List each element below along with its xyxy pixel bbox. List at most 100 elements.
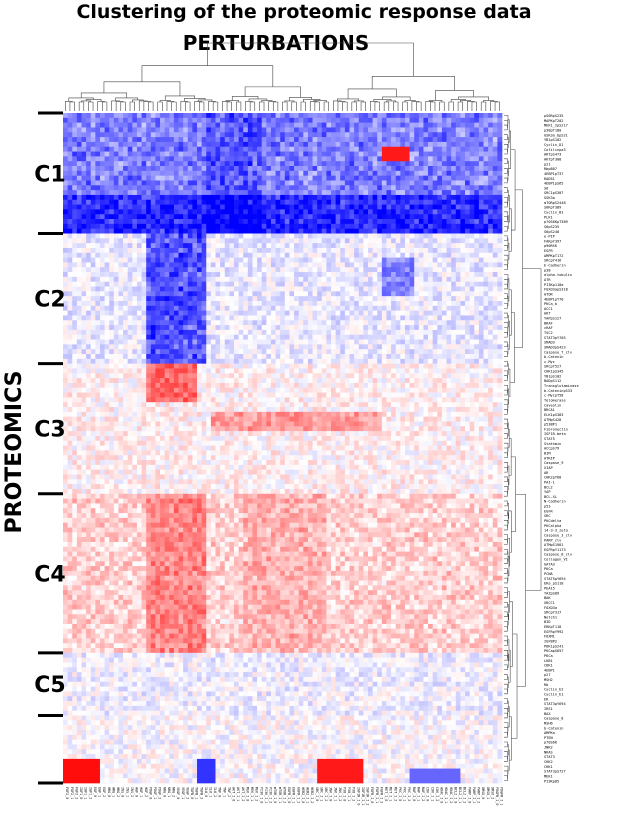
- heatmap-cell: [289, 262, 295, 268]
- heatmap-cell: [90, 262, 96, 268]
- heatmap-cell: [257, 305, 263, 311]
- heatmap-cell: [173, 281, 179, 287]
- heatmap-cell: [409, 122, 415, 128]
- heatmap-cell: [136, 315, 142, 321]
- heatmap-cell: [113, 166, 119, 172]
- heatmap-cell: [349, 291, 355, 297]
- heatmap-cell: [104, 199, 110, 205]
- heatmap-cell: [136, 113, 142, 119]
- heatmap-cell: [95, 161, 101, 167]
- heatmap-cell: [109, 141, 115, 148]
- heatmap-cell: [206, 228, 212, 234]
- heatmap-cell: [303, 117, 309, 123]
- heatmap-cell: [257, 175, 263, 181]
- heatmap-cell: [224, 180, 230, 186]
- heatmap-cell: [469, 219, 475, 225]
- heatmap-cell: [210, 300, 216, 307]
- heatmap-cell: [187, 344, 193, 350]
- heatmap-cell: [183, 194, 189, 201]
- heatmap-cell: [321, 233, 327, 239]
- heatmap-cell: [437, 127, 443, 133]
- heatmap-cell: [354, 214, 360, 220]
- dendrogram-branch: [504, 688, 508, 695]
- heatmap-cell: [229, 252, 235, 258]
- heatmap-cell: [72, 315, 78, 321]
- heatmap-cell: [294, 122, 300, 128]
- heatmap-cell: [197, 161, 202, 167]
- heatmap-cell: [294, 325, 300, 331]
- heatmap-cell: [183, 281, 189, 287]
- heatmap-cell: [220, 291, 226, 297]
- heatmap-cell: [90, 291, 96, 297]
- heatmap-cell: [349, 349, 355, 355]
- heatmap-cell: [488, 339, 494, 345]
- heatmap-cell: [266, 151, 272, 157]
- heatmap-cell: [247, 281, 253, 287]
- heatmap-cell: [451, 305, 457, 311]
- heatmap-cell: [266, 281, 272, 287]
- heatmap-cell: [298, 349, 304, 355]
- heatmap-cell: [372, 344, 378, 350]
- heatmap-cell: [381, 305, 387, 311]
- dendrogram-branch: [504, 727, 509, 736]
- heatmap-cell: [488, 252, 494, 258]
- heatmap-cell: [298, 238, 304, 244]
- heatmap-cell: [307, 219, 313, 225]
- heatmap-cell: [224, 247, 230, 254]
- heatmap-cell: [113, 151, 119, 157]
- heatmap-cell: [238, 151, 244, 157]
- heatmap-cell: [289, 257, 295, 263]
- heatmap-cell: [67, 132, 73, 138]
- heatmap-cell: [280, 238, 286, 244]
- heatmap-cell: [437, 300, 443, 307]
- heatmap-cell: [275, 305, 281, 311]
- heatmap-cell: [497, 204, 503, 210]
- heatmap-cell: [104, 209, 110, 215]
- heatmap-cell: [483, 339, 489, 345]
- heatmap-cell: [349, 209, 355, 215]
- heatmap-cell: [109, 349, 115, 355]
- heatmap-cell: [349, 339, 355, 345]
- heatmap-cell: [460, 146, 466, 152]
- heatmap-cell: [284, 349, 290, 355]
- heatmap-cell: [331, 243, 336, 249]
- heatmap-cell: [257, 320, 263, 326]
- heatmap-cell: [488, 214, 494, 220]
- heatmap-cell: [224, 315, 230, 321]
- heatmap-cell: [469, 180, 475, 186]
- heatmap-cell: [118, 334, 124, 340]
- heatmap-cell: [63, 257, 68, 263]
- heatmap-cell: [326, 300, 332, 307]
- heatmap-cell: [123, 247, 129, 254]
- heatmap-cell: [474, 310, 480, 316]
- heatmap-cell: [312, 194, 318, 201]
- heatmap-cell: [81, 325, 87, 331]
- heatmap-cell: [409, 199, 415, 205]
- heatmap-cell: [303, 300, 309, 307]
- heatmap-cell: [164, 151, 170, 157]
- heatmap-cell: [160, 199, 166, 205]
- heatmap-cell: [206, 141, 212, 148]
- heatmap-cell: [446, 209, 452, 215]
- heatmap-cell: [358, 127, 364, 133]
- heatmap-cell: [317, 305, 323, 311]
- heatmap-cell: [492, 122, 498, 128]
- heatmap-cell: [414, 113, 420, 119]
- heatmap-cell: [206, 156, 212, 162]
- heatmap-cell: [289, 141, 295, 148]
- heatmap-cell: [437, 247, 443, 254]
- heatmap-cell: [109, 334, 115, 340]
- dendrogram-branch: [504, 510, 508, 516]
- heatmap-cell: [428, 175, 434, 181]
- heatmap-cell: [400, 334, 406, 340]
- heatmap-cell: [164, 228, 170, 234]
- heatmap-cell: [303, 137, 309, 143]
- heatmap-cell: [372, 349, 378, 355]
- heatmap-cell: [377, 300, 383, 307]
- heatmap-cell: [432, 190, 438, 196]
- heatmap-cell: [76, 233, 82, 239]
- heatmap-cell: [294, 214, 300, 220]
- heatmap-cell: [349, 247, 355, 254]
- heatmap-cell: [298, 344, 304, 350]
- heatmap-cell: [418, 325, 424, 331]
